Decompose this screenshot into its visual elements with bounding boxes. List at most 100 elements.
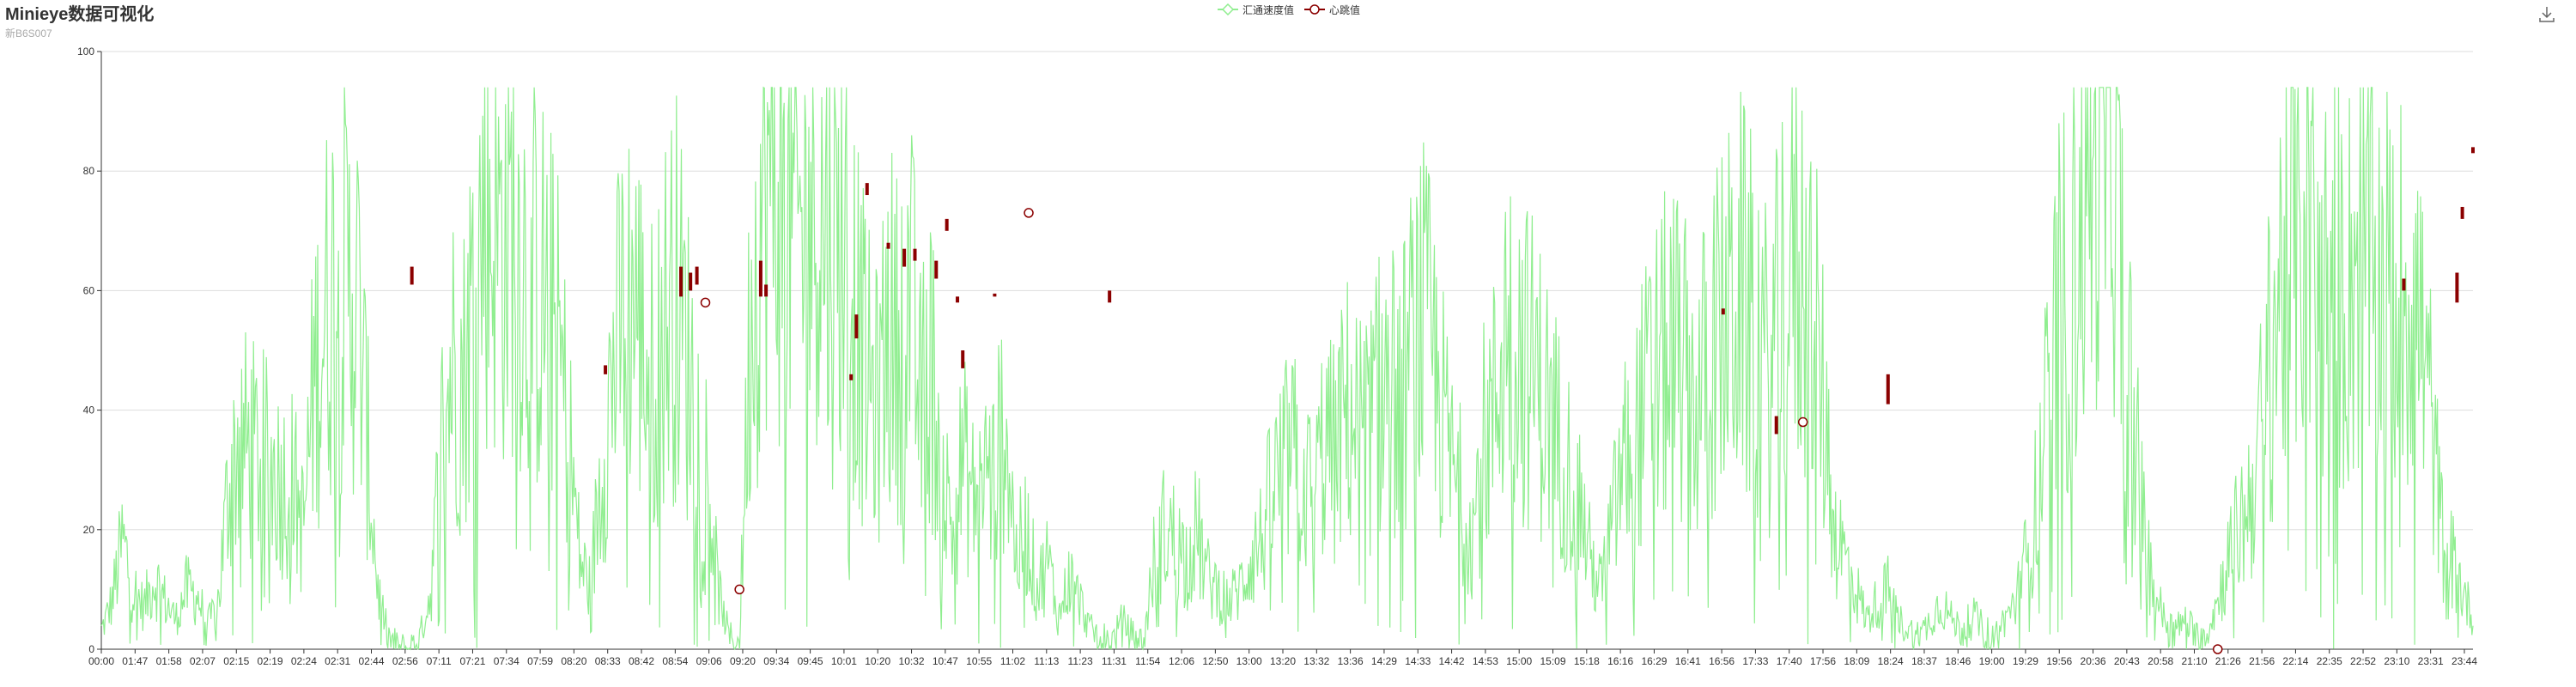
circle-icon [1304, 4, 1326, 15]
x-tick-label: 11:23 [1068, 655, 1093, 667]
x-tick-label: 20:58 [2148, 655, 2173, 667]
x-tick-label: 08:54 [662, 655, 688, 667]
x-tick-label: 07:11 [427, 655, 452, 667]
x-tick-label: 07:34 [494, 655, 519, 667]
x-tick-label: 13:20 [1270, 655, 1296, 667]
heartbeat-candle [886, 242, 890, 249]
x-tick-label: 19:00 [1979, 655, 2005, 667]
x-tick-label: 22:35 [2317, 655, 2342, 667]
x-tick-label: 02:31 [325, 655, 350, 667]
x-tick-label: 11:13 [1034, 655, 1059, 667]
download-button[interactable] [2537, 5, 2556, 24]
legend-item-heartbeat[interactable]: 心跳值 [1304, 3, 1360, 17]
legend-label-speed: 汇通速度值 [1242, 3, 1295, 16]
heartbeat-marker [2212, 644, 2223, 654]
x-tick-label: 16:41 [1675, 655, 1701, 667]
x-tick-label: 16:56 [1709, 655, 1735, 667]
legend-item-speed[interactable]: 汇通速度值 [1218, 3, 1294, 17]
x-tick-label: 02:44 [358, 655, 384, 667]
x-tick-label: 15:00 [1506, 655, 1532, 667]
x-tick-label: 23:31 [2418, 655, 2444, 667]
x-tick-label: 11:54 [1135, 655, 1160, 667]
diamond-icon [1218, 3, 1238, 15]
heartbeat-candle [865, 183, 869, 196]
page-subtitle: 新B6S007 [5, 27, 52, 40]
heartbeat-candle [993, 293, 997, 297]
heartbeat-candle [913, 248, 917, 261]
heartbeat-candle [849, 374, 854, 380]
x-tick-label: 20:36 [2081, 655, 2106, 667]
heartbeat-candle [854, 314, 859, 339]
x-tick-label: 13:00 [1236, 655, 1262, 667]
heartbeat-candle [945, 218, 949, 231]
x-tick-label: 15:09 [1540, 655, 1565, 667]
x-tick-label: 10:20 [865, 655, 890, 667]
heartbeat-marker [1024, 208, 1034, 218]
heartbeat-candle [2460, 206, 2464, 219]
x-tick-label: 17:56 [1810, 655, 1836, 667]
x-tick-label: 10:01 [831, 655, 857, 667]
x-tick-label: 00:00 [88, 655, 114, 667]
x-tick-label: 18:24 [1878, 655, 1904, 667]
x-tick-label: 08:33 [595, 655, 621, 667]
x-tick-label: 17:40 [1777, 655, 1802, 667]
x-tick-label: 22:52 [2350, 655, 2376, 667]
x-tick-label: 07:59 [527, 655, 553, 667]
heartbeat-candle [604, 365, 608, 374]
x-tick-label: 18:37 [1911, 655, 1937, 667]
x-tick-label: 19:56 [2046, 655, 2072, 667]
x-tick-label: 21:56 [2249, 655, 2275, 667]
x-tick-label: 13:32 [1303, 655, 1329, 667]
heartbeat-candle [679, 266, 683, 297]
series-speed [100, 86, 2474, 651]
x-tick-label: 14:29 [1371, 655, 1397, 667]
heartbeat-candle [934, 260, 939, 279]
x-tick-label: 10:32 [899, 655, 925, 667]
legend-label-heartbeat: 心跳值 [1329, 3, 1361, 16]
heartbeat-candle [695, 266, 699, 285]
x-tick-label: 07:21 [459, 655, 485, 667]
y-tick-label: 60 [83, 284, 95, 296]
x-tick-label: 20:43 [2114, 655, 2140, 667]
x-tick-label: 18:09 [1844, 655, 1869, 667]
x-tick-label: 08:20 [561, 655, 586, 667]
y-tick-label: 0 [88, 643, 94, 655]
heartbeat-candle [1721, 308, 1725, 315]
heartbeat-candle [2471, 147, 2475, 154]
x-tick-label: 11:02 [1000, 655, 1025, 667]
series-heartbeat [410, 147, 2475, 654]
x-tick-label: 09:34 [763, 655, 789, 667]
chart-legend: 汇通速度值 心跳值 [1218, 2, 1370, 17]
heartbeat-marker [734, 584, 744, 595]
x-tick-label: 23:44 [2451, 655, 2477, 667]
x-tick-label: 02:07 [190, 655, 216, 667]
x-tick-label: 21:10 [2181, 655, 2207, 667]
heartbeat-candle [410, 266, 414, 285]
heartbeat-candle [902, 248, 907, 267]
y-tick-label: 40 [83, 404, 95, 416]
x-tick-label: 02:24 [291, 655, 317, 667]
x-tick-label: 11:31 [1102, 655, 1127, 667]
x-tick-label: 22:14 [2282, 655, 2308, 667]
x-tick-label: 10:47 [933, 655, 958, 667]
heartbeat-marker [700, 297, 711, 308]
heartbeat-candle [1108, 290, 1112, 303]
heartbeat-marker [1797, 416, 1808, 428]
x-tick-label: 12:06 [1169, 655, 1194, 667]
y-tick-label: 100 [77, 46, 94, 58]
heartbeat-candle [758, 260, 762, 297]
x-tick-label: 10:55 [966, 655, 992, 667]
speed-line [100, 86, 2474, 651]
heartbeat-candle [2402, 278, 2406, 291]
y-tick-label: 20 [83, 524, 95, 536]
x-tick-label: 02:15 [223, 655, 249, 667]
heartbeat-candle [1886, 374, 1890, 404]
x-tick-label: 02:56 [392, 655, 418, 667]
axes: 0 20 40 60 80 100 00:00 01:47 01:58 02:07 02:15 02:… [77, 46, 2477, 667]
x-tick-label: 23:10 [2384, 655, 2409, 667]
x-tick-label: 21:26 [2215, 655, 2241, 667]
heartbeat-candle [2455, 272, 2459, 303]
x-tick-label: 09:06 [696, 655, 722, 667]
page-title: Minieye数据可视化 [5, 5, 155, 24]
